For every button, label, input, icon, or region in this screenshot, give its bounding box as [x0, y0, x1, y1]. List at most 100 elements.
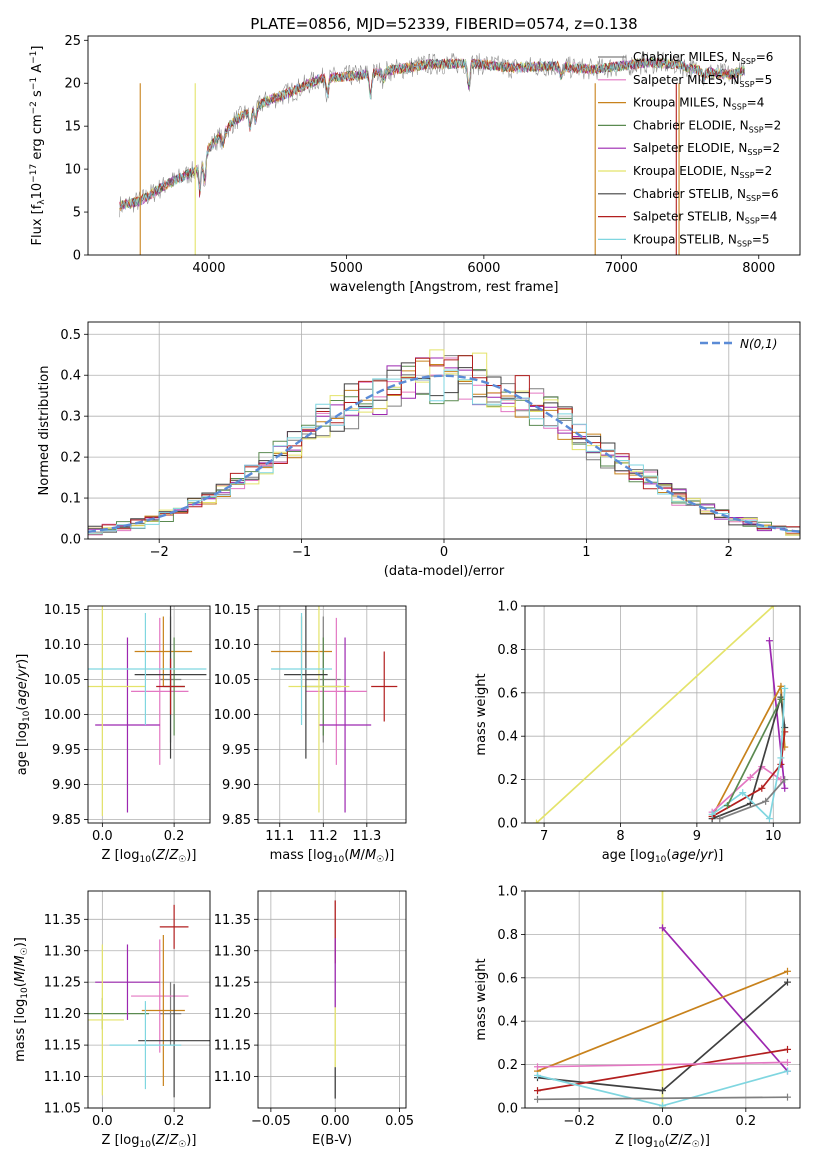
weight-line [537, 1096, 788, 1101]
y-tick-label: 11.15 [214, 1039, 251, 1054]
y-tick-label: 11.30 [214, 944, 251, 959]
error-bars [271, 606, 398, 813]
error-bars [88, 904, 210, 1098]
y-tick-label: 11.10 [44, 1070, 81, 1085]
weight-lines [532, 606, 789, 823]
y-axis-label: mass [log10(M/M☉)] [13, 937, 30, 1062]
histograms [88, 349, 800, 537]
y-tick-label: 11.25 [44, 976, 81, 991]
y-tick-label: 10.10 [214, 638, 251, 653]
normal-reference-curve [88, 374, 800, 533]
mass-weight-vs-metallicity-panel: −0.2 0.0 0.2 0.0 0.2 0.4 0.6 0.8 1.0 Z [log10(Z/Z… [474, 885, 801, 1150]
y-tick-label: 10.05 [44, 673, 81, 688]
x-tick-label: 0 [440, 545, 448, 560]
y-axis-label: Flux [fλ10−17 erg cm−2 s−1 A−1] [29, 46, 47, 246]
y-tick-label: 10.15 [214, 603, 251, 618]
y-tick-label: 0.1 [60, 492, 81, 507]
axes-frame [87, 35, 801, 256]
figure-title: PLATE=0856, MJD=52339, FIBERID=0574, z=0… [250, 15, 637, 33]
x-axis-label: Z [log10(Z/Z☉)] [615, 1133, 710, 1150]
axes-frame [524, 890, 801, 1109]
legend-label: Salpeter STELIB, NSSP=4 [633, 210, 777, 226]
y-tick-label: 0.6 [497, 971, 518, 986]
legend-label: Chabrier MILES, NSSP=6 [633, 50, 773, 66]
x-axis-label: (data-model)/error [384, 564, 505, 579]
x-tick-label: 5000 [330, 261, 363, 276]
spectrum-line [119, 57, 745, 210]
x-tick-label: 2 [725, 545, 733, 560]
y-tick-label: 10 [64, 163, 81, 178]
x-tick-label: 4000 [192, 261, 225, 276]
legend-label: Kroupa MILES, NSSP=4 [633, 96, 764, 112]
x-axis-label: Z [log10(Z/Z☉)] [102, 848, 197, 865]
spectrum-lines [119, 51, 745, 255]
spectrum-line [119, 58, 745, 210]
y-tick-label: 1.0 [497, 600, 518, 615]
weight-line [711, 696, 786, 820]
y-tick-label: 10.00 [44, 708, 81, 723]
x-tick-label: 11.3 [352, 829, 381, 844]
y-tick-label: 0.0 [60, 533, 81, 548]
y-tick-label: 0.0 [497, 817, 518, 832]
x-tick-label: 0.0 [652, 1114, 673, 1129]
y-tick-label: 11.20 [44, 1007, 81, 1022]
x-tick-label: 0.0 [92, 1114, 113, 1129]
y-tick-label: 10.05 [214, 673, 251, 688]
y-tick-label: 10.00 [214, 708, 251, 723]
y-axis-label: Normed distribution [37, 366, 52, 496]
y-tick-label: 0.2 [60, 451, 81, 466]
axes-frame [524, 605, 801, 824]
y-tick-label: 0.4 [497, 1015, 518, 1030]
legend-label: Salpeter ELODIE, NSSP=2 [633, 141, 780, 157]
x-axis-label: E(B-V) [312, 1133, 352, 1148]
y-tick-label: 15 [64, 120, 81, 135]
mass-vs-reddening-panel: −0.05 0.00 0.05 11.10 11.15 11.20 11.25 11.30 11… [214, 890, 414, 1148]
x-tick-label: −0.05 [251, 1114, 291, 1129]
x-tick-label: 9 [693, 829, 701, 844]
x-tick-label: 6000 [467, 261, 500, 276]
x-tick-label: 7 [540, 829, 548, 844]
x-tick-label: 0.2 [164, 1114, 185, 1129]
x-axis-label: mass [log10(M/M☉)] [270, 848, 395, 865]
x-tick-label: 7000 [605, 261, 638, 276]
error-bars [88, 606, 207, 816]
y-tick-label: 20 [64, 77, 81, 92]
spectrum-panel: 4000 5000 6000 7000 8000 0 5 10 15 20 25 wavelength… [29, 34, 801, 295]
weight-line [711, 731, 786, 818]
y-tick-label: 10.15 [44, 603, 81, 618]
y-tick-label: 0 [73, 249, 81, 264]
y-tick-label: 11.30 [44, 944, 81, 959]
y-tick-label: 9.95 [222, 743, 251, 758]
y-tick-label: 0.6 [497, 686, 518, 701]
legend-label: Chabrier ELODIE, NSSP=2 [633, 118, 781, 134]
y-tick-label: 5 [73, 206, 81, 221]
axes-frame [257, 890, 407, 1109]
y-tick-label: 1.0 [497, 885, 518, 900]
legend-label: Chabrier STELIB, NSSP=6 [633, 187, 779, 203]
y-tick-label: 0.2 [497, 773, 518, 788]
x-tick-label: 1 [582, 545, 590, 560]
weight-lines [534, 891, 791, 1108]
x-tick-label: 11.1 [265, 829, 294, 844]
y-tick-label: 11.25 [214, 976, 251, 991]
weight-line [537, 1048, 788, 1092]
mass-vs-metallicity-panel: 0.0 0.2 11.05 11.10 11.15 11.20 11.25 11.30 11.3… [13, 890, 211, 1150]
x-axis-label: Z [log10(Z/Z☉)] [102, 1133, 197, 1150]
y-tick-label: 0.4 [60, 369, 81, 384]
legend-label: Kroupa STELIB, NSSP=5 [633, 232, 770, 248]
y-tick-label: 9.85 [52, 813, 81, 828]
axes-frame [87, 605, 211, 824]
y-tick-label: 0.4 [497, 730, 518, 745]
weight-line [661, 927, 789, 1072]
x-tick-label: 0.2 [735, 1114, 756, 1129]
y-tick-label: 0.8 [497, 643, 518, 658]
y-tick-label: 11.05 [44, 1102, 81, 1117]
y-tick-label: 0.0 [497, 1102, 518, 1117]
weight-line [768, 640, 786, 789]
x-tick-label: 0.05 [385, 1114, 414, 1129]
y-tick-label: 11.15 [44, 1039, 81, 1054]
weight-line [711, 765, 782, 813]
age-vs-metallicity-panel: 0.0 0.2 9.85 9.90 9.95 10.00 10.05 10.10 10.15 Z … [15, 603, 211, 865]
y-tick-label: 9.85 [222, 813, 251, 828]
